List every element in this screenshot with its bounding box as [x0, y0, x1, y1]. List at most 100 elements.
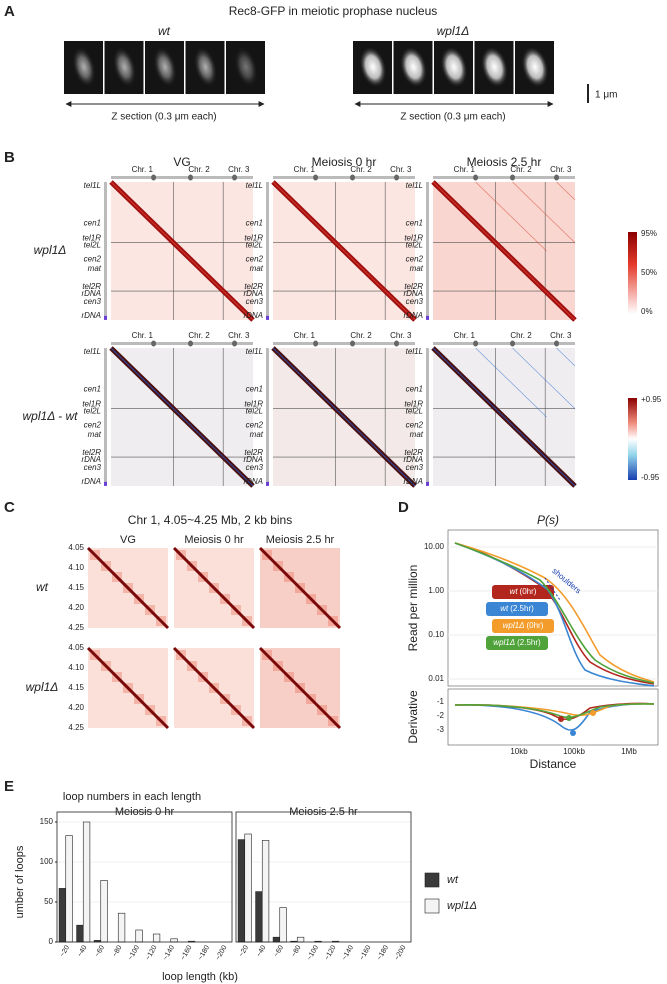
bar [135, 929, 143, 943]
legend-strain: wt [510, 587, 519, 596]
legend-strain: wpl1Δ [493, 638, 515, 647]
locus-label: cen2 [246, 254, 264, 263]
column-title: Meiosis 0 hr [184, 534, 244, 546]
zoom-diagonal [172, 546, 256, 630]
locus-label: rDNA [403, 311, 423, 320]
zoom-diagonal [86, 646, 170, 730]
centromere [188, 174, 194, 181]
colorbar [628, 232, 637, 314]
centromere [188, 340, 194, 347]
centromere [394, 174, 400, 181]
colorbar-label: -0.95 [641, 473, 660, 482]
locus-label: tel2R [82, 282, 101, 291]
x-tick-label: ~200 [215, 944, 229, 961]
y-tick-label: 0.10 [428, 630, 444, 639]
panel-title: P(s) [537, 513, 559, 527]
x-tick-label: ~120 [324, 944, 338, 961]
panel-title: loop numbers in each length [63, 791, 201, 803]
y-tick-label: 10.00 [424, 542, 445, 551]
c-tick-label: 4.10 [68, 563, 84, 572]
chr-bar [266, 348, 269, 486]
x-tick-label: ~160 [180, 944, 194, 961]
legend-box [492, 585, 554, 599]
centromere [232, 174, 238, 181]
centromere [232, 340, 238, 347]
centromere [313, 174, 319, 181]
locus-label: cen3 [84, 463, 102, 472]
legend-box [486, 602, 548, 616]
panel-label: B [4, 149, 15, 166]
locus-label: rDNA [81, 289, 101, 298]
centromere [151, 174, 157, 181]
rdna-mark [426, 481, 429, 486]
locus-label: mat [88, 430, 102, 439]
bar [117, 912, 126, 943]
legend-time: (0hr) [520, 587, 537, 596]
chr-bar [433, 176, 575, 179]
ps-panel [447, 529, 659, 687]
locus-label: mat [410, 264, 424, 273]
y2-tick-label: -1 [437, 697, 445, 706]
x-tick-label: 10kb [510, 747, 528, 756]
locus-label: tel1L [246, 347, 263, 356]
x-tick-label: ~100 [127, 944, 141, 961]
centromere [151, 340, 157, 347]
c-tick-label: 4.05 [68, 643, 84, 652]
legend-strain: wt [500, 604, 509, 613]
column-title: Meiosis 2.5 hr [266, 534, 335, 546]
locus-label: cen2 [406, 254, 424, 263]
x-tick-label: ~180 [376, 944, 390, 961]
colorbar-label: +0.95 [641, 395, 662, 404]
legend-entry: wt [447, 874, 459, 886]
chr-label: Chr. 2 [350, 331, 372, 340]
bar [272, 936, 281, 943]
centromere [473, 340, 479, 347]
c-tick-label: 4.05 [68, 543, 84, 552]
locus-label: mat [250, 264, 264, 273]
panel-label: E [4, 778, 14, 795]
legend-entry: wpl1Δ (0hr) [503, 621, 544, 630]
locus-label: tel2L [84, 407, 101, 416]
nucleus [72, 46, 96, 88]
legend-entry: wpl1Δ (2.5hr) [493, 638, 541, 647]
z-axis-label: Z section (0.3 μm each) [400, 112, 505, 123]
locus-label: rDNA [243, 289, 263, 298]
centromere [350, 340, 356, 347]
cross-pattern [475, 347, 547, 418]
centromere [554, 340, 560, 347]
panel-label: C [4, 499, 15, 516]
chr-label: Chr. 2 [188, 331, 210, 340]
locus-label: tel1R [82, 400, 101, 409]
locus-label: cen1 [406, 385, 423, 394]
chr-label: Chr. 3 [228, 331, 250, 340]
y-tick-label: 50 [44, 897, 53, 906]
chr-label: Chr. 2 [350, 165, 372, 174]
x-tick-label: 1Mb [621, 747, 637, 756]
c-tick-label: 4.15 [68, 683, 84, 692]
diagonal-core [110, 181, 254, 321]
legend-swatch [424, 872, 440, 888]
c-tick-label: 4.25 [68, 723, 84, 732]
y2-tick-label: -3 [437, 725, 445, 734]
x-tick-label: ~20 [59, 944, 71, 958]
locus-label: tel1R [404, 400, 423, 409]
locus-label: rDNA [81, 477, 101, 486]
c-tick-label: 4.25 [68, 623, 84, 632]
locus-label: rDNA [243, 477, 263, 486]
diagonal-core [272, 181, 416, 321]
locus-label: cen3 [406, 463, 424, 472]
condition-label: wpl1Δ [437, 24, 470, 38]
locus-label: tel2L [406, 241, 423, 250]
legend-entry: wpl1Δ [447, 900, 477, 912]
chr-label: Chr. 3 [390, 165, 412, 174]
locus-label: tel2L [84, 241, 101, 250]
legend-box [486, 636, 548, 650]
row-label: wpl1Δ - wt [23, 409, 79, 423]
rdna-mark [266, 315, 269, 320]
cross-pattern [512, 181, 576, 243]
bar [170, 938, 178, 943]
chr-bar [111, 342, 253, 345]
diagonal-core [432, 347, 576, 487]
locus-label: cen1 [84, 385, 101, 394]
